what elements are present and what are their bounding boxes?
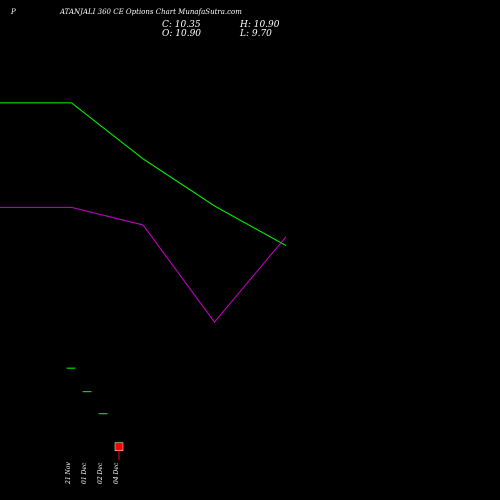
candle-body	[98, 413, 108, 415]
candle-body	[66, 367, 76, 369]
high-value: H: 10.90	[240, 20, 280, 30]
close-value: C: 10.35	[162, 20, 201, 30]
candle-body	[82, 391, 92, 393]
chart-prefix-label: P	[11, 8, 16, 16]
low-value: L: 9.70	[240, 29, 272, 39]
x-tick-label: 01 Dec	[81, 462, 88, 484]
candle-body	[114, 442, 124, 451]
ma-line-purple	[0, 206, 287, 323]
x-tick-label: 04 Dec	[113, 462, 120, 484]
x-tick-label: 21 Nov	[65, 462, 72, 485]
open-value: O: 10.90	[162, 29, 202, 39]
ma-line-green	[0, 102, 287, 247]
chart-title: ATANJALI 360 CE Options Chart MunafaSutr…	[60, 8, 242, 16]
x-tick-label: 02 Dec	[97, 462, 104, 484]
